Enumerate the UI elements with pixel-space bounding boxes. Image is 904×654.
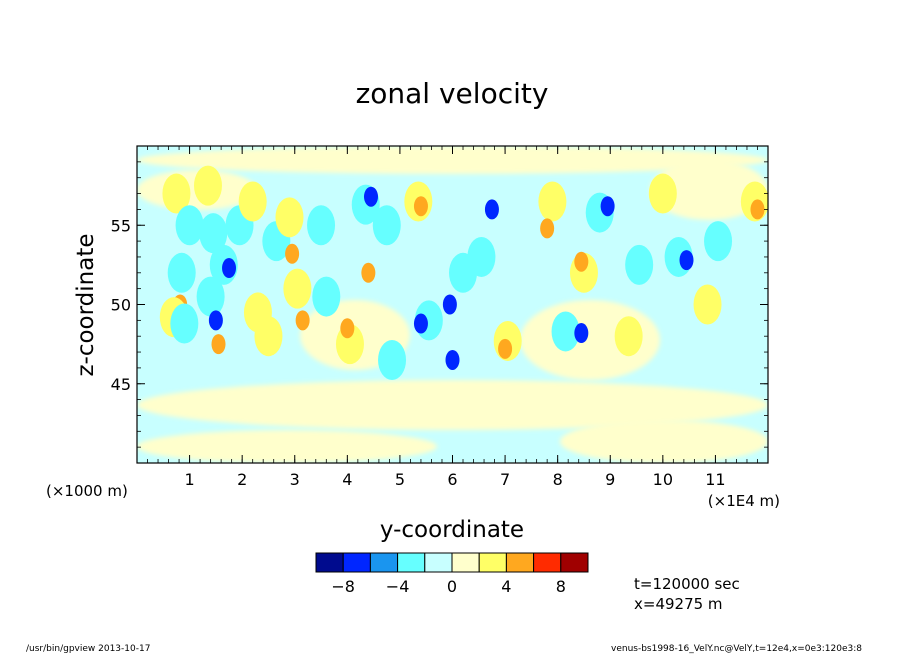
colorbar-swatch <box>424 552 453 573</box>
velocity-cell <box>340 318 355 339</box>
neutral-band <box>560 420 768 463</box>
colorbar: −8 −4 0 4 8 <box>315 552 589 596</box>
x-tick-label: 10 <box>653 470 673 489</box>
velocity-cell <box>307 205 336 246</box>
velocity-cell <box>540 218 555 239</box>
x-tick-label: 3 <box>290 470 300 489</box>
colorbar-swatch <box>478 552 507 573</box>
velocity-features <box>159 165 768 380</box>
colorbar-tick-label: −4 <box>386 577 410 596</box>
velocity-cell <box>363 186 378 207</box>
velocity-cell <box>238 181 267 222</box>
x-tick-label: 4 <box>342 470 352 489</box>
x-axis-ticks: 1 2 3 4 5 6 7 8 9 10 11 <box>184 146 726 489</box>
velocity-cell <box>413 196 428 217</box>
velocity-cell <box>693 284 722 325</box>
footer-left: /usr/bin/gpview 2013-10-17 <box>26 644 150 654</box>
y-tick-label: 50 <box>111 296 131 315</box>
x-axis-title: y-coordinate <box>380 517 524 543</box>
colorbar-swatch <box>533 552 562 573</box>
velocity-cell <box>285 243 300 264</box>
x-tick-label: 8 <box>553 470 563 489</box>
velocity-cell <box>551 311 580 352</box>
velocity-cell <box>196 276 225 317</box>
velocity-cell <box>625 244 654 285</box>
velocity-cell <box>295 310 310 331</box>
chart-title: zonal velocity <box>356 77 549 110</box>
colorbar-swatch <box>505 552 535 573</box>
colorbar-swatch <box>315 552 344 573</box>
x-tick-label: 5 <box>395 470 405 489</box>
velocity-cell <box>648 173 677 214</box>
velocity-cell <box>361 262 376 283</box>
velocity-cell <box>170 303 199 344</box>
colorbar-tick-label: 8 <box>556 577 566 596</box>
colorbar-swatch <box>342 552 371 573</box>
velocity-cell <box>574 251 589 272</box>
velocity-cell <box>614 316 643 357</box>
colorbar-swatch <box>451 552 480 573</box>
colorbar-tick-label: −8 <box>331 577 355 596</box>
velocity-cell <box>442 294 457 315</box>
position-label: x=49275 m <box>634 595 723 613</box>
velocity-cell <box>254 316 283 357</box>
y-axis-title: z-coordinate <box>73 233 99 376</box>
velocity-cell <box>445 349 460 370</box>
neutral-band <box>137 380 768 430</box>
velocity-cell <box>283 268 312 309</box>
velocity-cell <box>750 199 765 220</box>
velocity-cell <box>162 173 191 214</box>
velocity-cell <box>312 276 341 317</box>
velocity-cell <box>538 181 567 222</box>
neutral-band <box>650 160 768 220</box>
x-tick-label: 11 <box>705 470 725 489</box>
y-axis-ticks: 45 50 55 <box>111 216 768 394</box>
velocity-cell <box>704 221 733 262</box>
velocity-cell <box>208 310 223 331</box>
colorbar-tick-label: 4 <box>501 577 511 596</box>
velocity-cell <box>484 199 499 220</box>
colorbar-swatch <box>397 552 426 573</box>
velocity-cell <box>679 250 694 271</box>
x-tick-label: 1 <box>184 470 194 489</box>
y-tick-label: 55 <box>111 216 131 235</box>
velocity-cell <box>193 165 222 206</box>
velocity-cell <box>199 213 228 254</box>
velocity-cell <box>600 196 615 217</box>
velocity-cell <box>372 205 401 246</box>
x-tick-label: 6 <box>447 470 457 489</box>
x-tick-label: 9 <box>605 470 615 489</box>
velocity-cell <box>467 236 496 277</box>
x-tick-label: 7 <box>500 470 510 489</box>
time-label: t=120000 sec <box>634 575 740 593</box>
y-tick-label: 45 <box>111 375 131 394</box>
colorbar-tick-label: 0 <box>447 577 457 596</box>
velocity-cell <box>167 252 196 293</box>
x-unit-label: (×1E4 m) <box>708 492 780 510</box>
velocity-cell <box>211 334 226 355</box>
velocity-cell <box>413 313 428 334</box>
colorbar-swatch <box>369 552 399 573</box>
colorbar-swatch <box>560 552 589 573</box>
velocity-cell <box>222 258 237 279</box>
neutral-band <box>137 430 437 463</box>
velocity-cell <box>378 339 407 380</box>
footer-right: venus-bs1998-16_VelY.nc@VelY,t=12e4,x=0e… <box>611 644 862 654</box>
y-unit-label: (×1000 m) <box>46 482 128 500</box>
velocity-cell <box>275 197 304 238</box>
velocity-cell <box>574 323 589 344</box>
velocity-cell <box>498 338 513 359</box>
velocity-cell <box>175 205 204 246</box>
x-tick-label: 2 <box>237 470 247 489</box>
